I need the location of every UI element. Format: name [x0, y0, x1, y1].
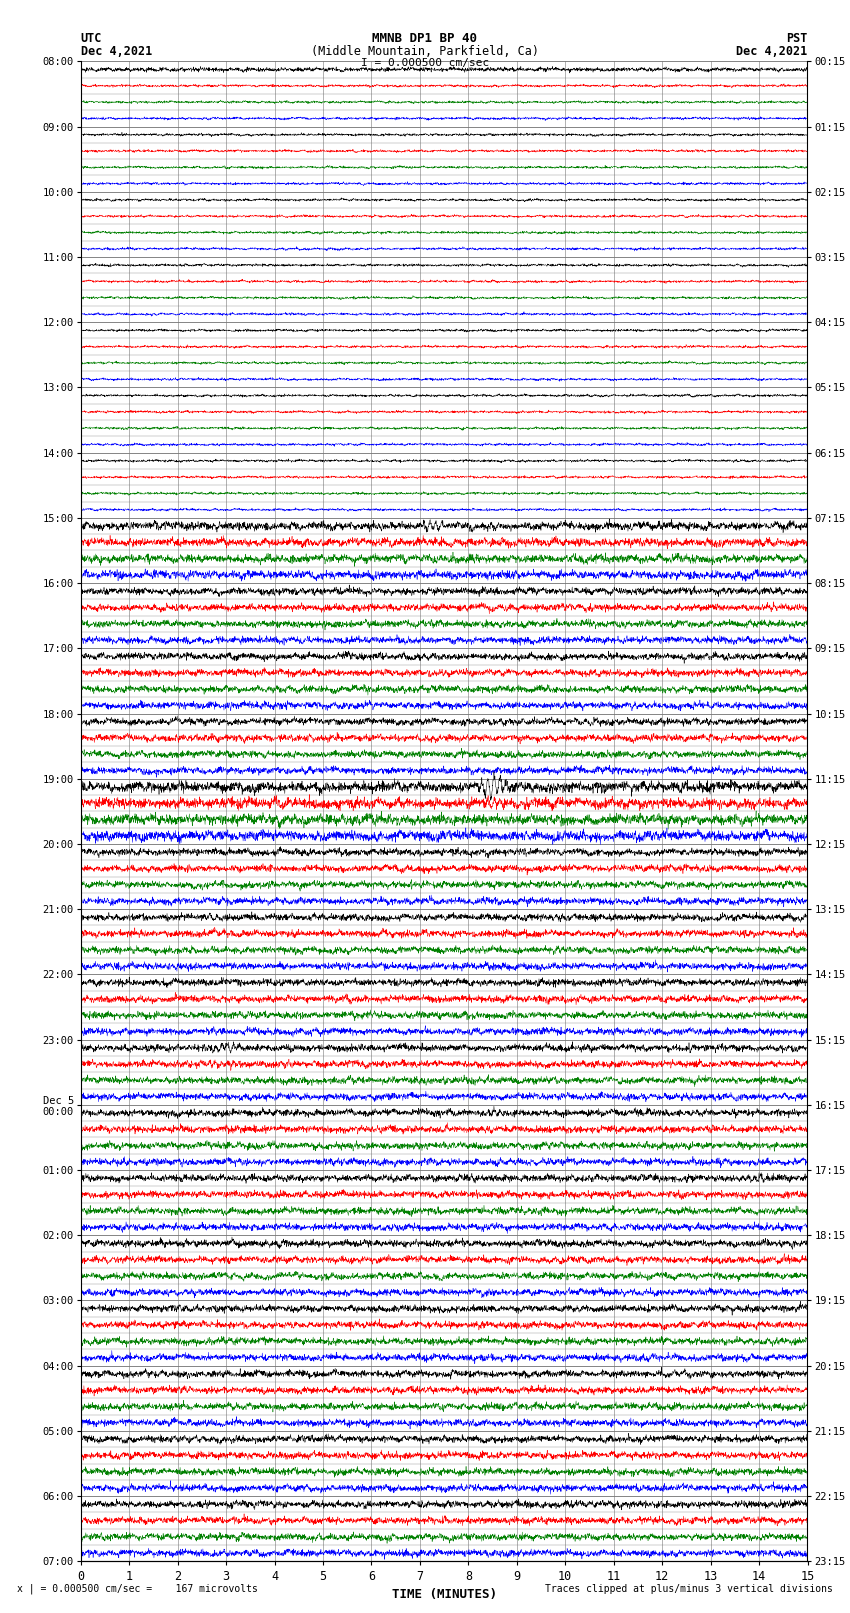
Text: Traces clipped at plus/minus 3 vertical divisions: Traces clipped at plus/minus 3 vertical …: [545, 1584, 833, 1594]
Text: PST: PST: [786, 32, 807, 45]
Text: Dec 4,2021: Dec 4,2021: [736, 45, 808, 58]
Text: Dec 4,2021: Dec 4,2021: [81, 45, 152, 58]
Text: (Middle Mountain, Parkfield, Ca): (Middle Mountain, Parkfield, Ca): [311, 45, 539, 58]
Text: x | = 0.000500 cm/sec =    167 microvolts: x | = 0.000500 cm/sec = 167 microvolts: [17, 1582, 258, 1594]
X-axis label: TIME (MINUTES): TIME (MINUTES): [392, 1587, 496, 1600]
Text: I = 0.000500 cm/sec: I = 0.000500 cm/sec: [361, 58, 489, 68]
Text: MMNB DP1 BP 40: MMNB DP1 BP 40: [372, 32, 478, 45]
Text: UTC: UTC: [81, 32, 102, 45]
